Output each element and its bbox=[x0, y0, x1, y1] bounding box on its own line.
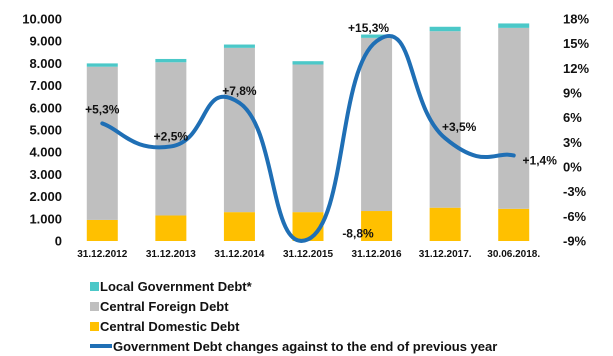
right-tick-label: 18% bbox=[563, 12, 589, 27]
bar-segment bbox=[429, 207, 461, 241]
left-tick-label: 7.000 bbox=[29, 78, 62, 93]
right-tick-label: -6% bbox=[563, 209, 587, 224]
category-label: 30.06.2018. bbox=[487, 249, 540, 260]
bar-segment bbox=[155, 58, 187, 63]
bar-segment bbox=[361, 34, 393, 38]
left-tick-label: 9.000 bbox=[29, 34, 62, 49]
right-tick-label: 6% bbox=[563, 110, 582, 125]
line-data-label: +7,8% bbox=[222, 84, 257, 98]
bar-segment bbox=[498, 208, 530, 241]
left-tick-label: 10.000 bbox=[22, 12, 62, 27]
bar-segment bbox=[155, 215, 187, 241]
legend-label-change: Government Debt changes against to the e… bbox=[113, 338, 498, 354]
category-label: 31.12.2012 bbox=[77, 249, 127, 260]
line-point bbox=[512, 153, 516, 157]
legend-item-foreign: Central Foreign Debt bbox=[90, 296, 497, 316]
right-tick-label: 15% bbox=[563, 36, 589, 51]
bar-segment bbox=[429, 26, 461, 32]
category-label: 31.12.2013 bbox=[146, 249, 196, 260]
bar-segment bbox=[86, 63, 118, 67]
line-data-label: +3,5% bbox=[442, 120, 477, 134]
bar-segment bbox=[361, 37, 393, 212]
bar-segment bbox=[292, 61, 324, 65]
legend-label-local: Local Government Debt* bbox=[100, 278, 252, 294]
left-axis: 0 1.000 2.000 3.000 4.000 5.000 6.000 7.000 8.00… bbox=[22, 12, 62, 249]
right-tick-label: 9% bbox=[563, 86, 582, 101]
bar-segment bbox=[223, 47, 255, 213]
bar-segment bbox=[498, 27, 530, 209]
bar-segment bbox=[361, 211, 393, 241]
category-label: 31.12.2015 bbox=[283, 249, 333, 260]
line-data-labels: +5,3% +2,5% +7,8% -8,8% +15,3% +3,5% +1,4% bbox=[85, 21, 557, 240]
right-tick-label: -9% bbox=[563, 234, 587, 249]
left-tick-label: 8.000 bbox=[29, 56, 62, 71]
bar-segment bbox=[223, 44, 255, 48]
line-point bbox=[100, 121, 104, 125]
right-tick-label: -3% bbox=[563, 184, 587, 199]
line-point bbox=[306, 237, 310, 241]
bar-segment bbox=[223, 212, 255, 241]
category-label: 31.12.2017. bbox=[419, 249, 472, 260]
legend-swatch-foreign bbox=[90, 301, 99, 311]
bar-segment bbox=[292, 64, 324, 213]
category-label: 31.12.2016 bbox=[352, 249, 402, 260]
debt-change-line bbox=[100, 34, 516, 243]
bar-segment bbox=[498, 23, 530, 28]
line-point bbox=[169, 144, 173, 148]
right-tick-label: 3% bbox=[563, 135, 582, 150]
right-axis: -9% -6% -3% 0% 3% 6% 9% 12% 15% 18% bbox=[563, 12, 589, 249]
line-data-label: +5,3% bbox=[85, 102, 120, 116]
bar-segment bbox=[86, 66, 118, 220]
left-tick-label: 2.000 bbox=[29, 189, 62, 204]
line-point bbox=[443, 136, 447, 140]
legend-item-domestic: Central Domestic Debt bbox=[90, 316, 497, 336]
legend-label-domestic: Central Domestic Debt bbox=[100, 318, 240, 334]
left-tick-label: 1.000 bbox=[29, 211, 62, 226]
line-data-label: +15,3% bbox=[348, 21, 389, 35]
legend-item-local: Local Government Debt* bbox=[90, 276, 497, 296]
line-data-label: +2,5% bbox=[154, 129, 189, 143]
right-tick-label: 0% bbox=[563, 160, 582, 175]
right-tick-label: 12% bbox=[563, 61, 589, 76]
left-tick-label: 4.000 bbox=[29, 145, 62, 160]
left-tick-label: 3.000 bbox=[29, 167, 62, 182]
category-labels: 31.12.2012 31.12.2013 31.12.2014 31.12.2015… bbox=[77, 249, 540, 260]
left-tick-label: 0 bbox=[55, 234, 62, 249]
bar-segment bbox=[429, 31, 461, 208]
legend-swatch-local bbox=[90, 281, 99, 291]
line-data-label: -8,8% bbox=[342, 226, 374, 240]
left-tick-label: 6.000 bbox=[29, 100, 62, 115]
category-label: 31.12.2014 bbox=[214, 249, 264, 260]
legend-item-change: Government Debt changes against to the e… bbox=[90, 336, 497, 356]
line-point bbox=[375, 39, 379, 43]
legend-swatch-domestic bbox=[90, 321, 99, 331]
line-point bbox=[237, 101, 241, 105]
bar-segment bbox=[155, 62, 187, 216]
legend-label-foreign: Central Foreign Debt bbox=[100, 298, 229, 314]
bar-segment bbox=[86, 219, 118, 241]
line-data-label: +1,4% bbox=[523, 153, 558, 167]
left-tick-label: 5.000 bbox=[29, 123, 62, 138]
legend-swatch-change bbox=[90, 344, 112, 348]
legend: Local Government Debt* Central Foreign D… bbox=[90, 276, 497, 356]
bars bbox=[86, 23, 530, 241]
